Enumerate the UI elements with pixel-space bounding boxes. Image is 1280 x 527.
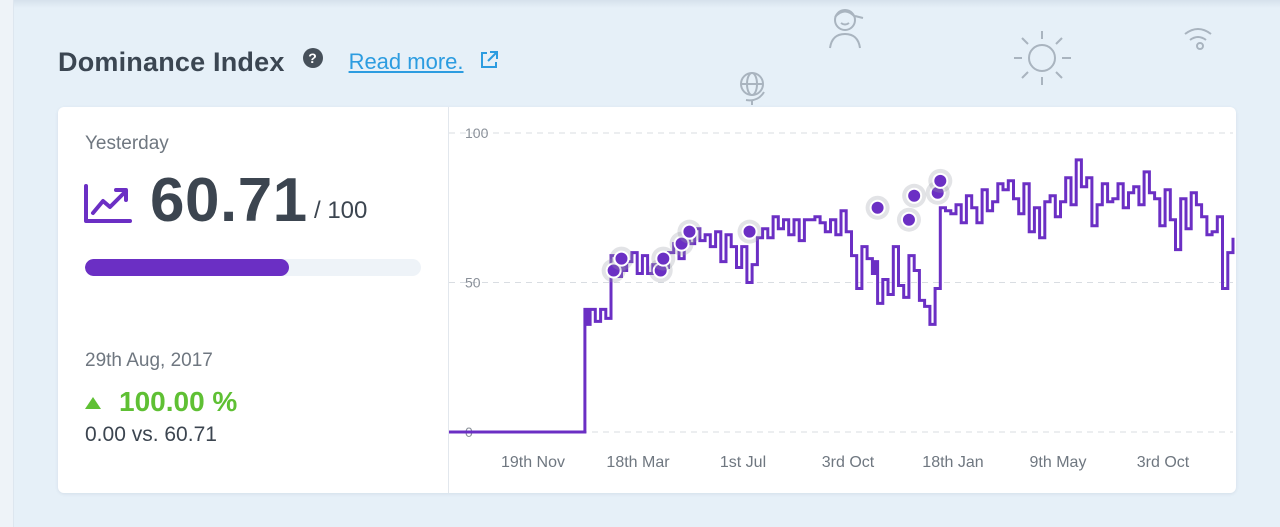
change-percent: 100.00 % [119,386,238,417]
external-link-icon[interactable] [478,49,500,71]
y-tick-label: 100 [465,125,489,141]
sun-icon [1014,31,1071,85]
progress-bar [85,259,421,276]
event-marker [673,235,690,252]
progress-fill [85,259,289,276]
globe-icon [740,72,765,105]
series-line [449,158,1235,434]
x-tick-label: 9th May [1030,454,1087,471]
event-marker [906,187,923,204]
triangle-up-icon [85,397,101,409]
top-shadow [14,0,1280,8]
x-tick-label: 3rd Oct [1137,454,1190,471]
section-header: Dominance Index ? Read more. [58,42,500,82]
event-marker [605,262,622,279]
event-marker [741,223,758,240]
event-marker [932,172,949,189]
comparison-values: 0.00 vs. 60.71 [85,423,217,446]
index-value: 60.71 [150,166,308,235]
card-divider [448,107,449,493]
left-sidebar-edge [0,0,14,527]
read-more-link[interactable]: Read more. [348,49,464,74]
index-max: / 100 [314,197,368,224]
event-marker [613,250,630,267]
x-tick-label: 3rd Oct [822,454,875,471]
period-label: Yesterday [85,133,169,154]
person-icon [829,9,864,49]
trend-up-icon [84,184,132,223]
comparison-date: 29th Aug, 2017 [85,350,213,371]
x-tick-label: 19th Nov [501,454,565,471]
x-tick-label: 1st Jul [720,454,766,471]
question-circle-icon[interactable]: ? [302,48,323,68]
event-marker [655,250,672,267]
event-marker [869,199,886,216]
dominance-card: Yesterday 60.71 / 100 29th Aug, 2017 100… [58,107,1236,493]
wifi-icon [1184,28,1212,50]
y-tick-label: 50 [465,275,481,291]
x-tick-label: 18th Jan [922,454,983,471]
x-tick-label: 18th Mar [606,454,670,471]
page-title: Dominance Index [58,46,285,77]
event-marker [681,223,698,240]
event-marker [900,211,917,228]
